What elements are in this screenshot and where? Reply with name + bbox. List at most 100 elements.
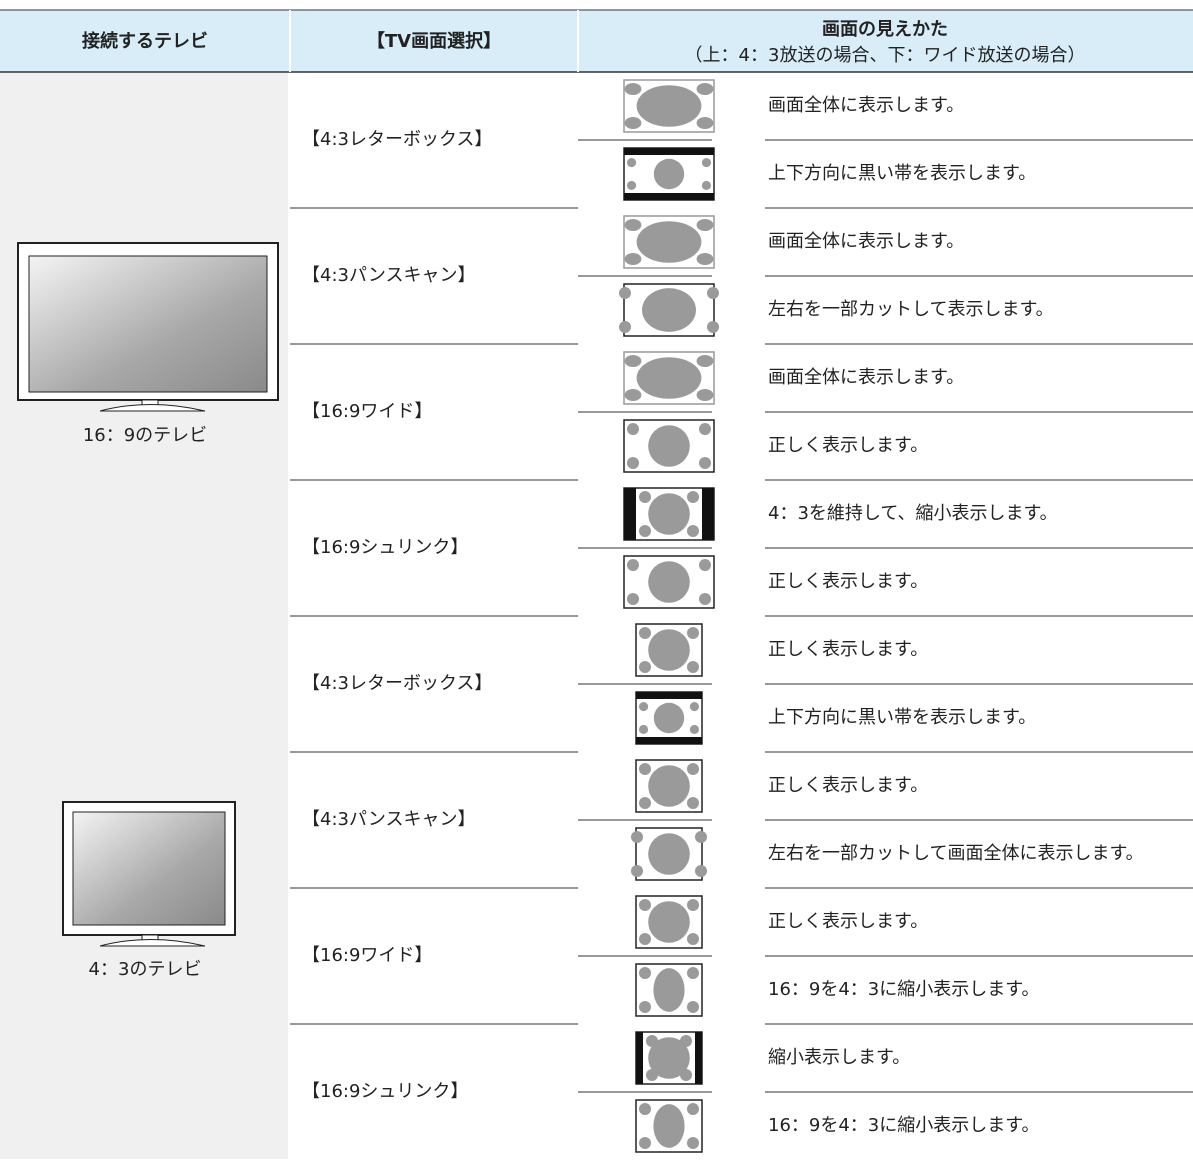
screen-icon <box>635 963 703 1017</box>
icon-shape <box>636 357 702 399</box>
screen-icon <box>635 691 703 745</box>
icon-shape <box>653 1104 685 1148</box>
icon-dot <box>687 797 699 809</box>
icon-dot <box>639 797 651 809</box>
icon-dot <box>639 899 651 911</box>
icon-dot <box>695 831 707 843</box>
description: 正しく表示します。 <box>768 911 928 932</box>
icon-dot <box>624 253 642 265</box>
icon-dot <box>639 702 649 712</box>
icon-shape <box>648 901 690 943</box>
description: 画面全体に表示します。 <box>768 95 964 116</box>
screen-icon <box>623 147 715 201</box>
mode-label: 【16:9ワイド】 <box>302 945 432 966</box>
icon-dot <box>624 355 642 367</box>
icon-dot <box>639 763 651 775</box>
icon-shape <box>648 833 690 875</box>
screen-icon <box>623 555 715 609</box>
icon-dot <box>695 865 707 877</box>
mode-label: 【16:9ワイド】 <box>302 401 432 422</box>
header-bg <box>0 10 1193 72</box>
icon-dot <box>687 933 699 945</box>
header-cell: 画面の見えかた <box>822 19 948 40</box>
bar <box>702 488 714 540</box>
icon-dot <box>639 627 651 639</box>
icon-dot <box>696 355 714 367</box>
tv-screen <box>72 811 226 926</box>
icon-shape <box>648 629 690 671</box>
bar <box>624 488 636 540</box>
icon-shape <box>653 158 685 190</box>
tv-label: 4：3のテレビ <box>89 959 202 980</box>
icon-dot <box>639 1001 651 1013</box>
description: 16：9を4：3に縮小表示します。 <box>768 979 1039 1000</box>
icon-shape <box>642 288 696 332</box>
icon-dot <box>619 287 631 299</box>
icon-dot <box>624 83 642 95</box>
description: 左右を一部カットして画面全体に表示します。 <box>768 843 1144 864</box>
icon-dot <box>699 593 711 605</box>
screen-icon <box>623 419 715 473</box>
tv-base <box>99 404 206 412</box>
icon-dot <box>696 219 714 231</box>
header-sub: （上：4：3放送の場合、下：ワイド放送の場合） <box>685 45 1086 66</box>
icon-dot <box>699 559 711 571</box>
icon-dot <box>639 661 651 673</box>
icon-dot <box>689 702 699 712</box>
screen-icon <box>635 895 703 949</box>
description: 縮小表示します。 <box>768 1047 910 1068</box>
icon-dot <box>699 423 711 435</box>
icon-dot <box>639 724 649 734</box>
icon-dot <box>627 158 637 168</box>
icon-dot <box>639 1103 651 1115</box>
icon-dot <box>627 180 637 190</box>
icon-dot <box>619 321 631 333</box>
screen-icon <box>623 351 715 405</box>
screen-icon <box>623 215 715 269</box>
col-bg <box>0 73 288 1159</box>
icon-dot <box>639 1137 651 1149</box>
bar <box>636 737 702 744</box>
screen-icon <box>635 1099 703 1153</box>
icon-dot <box>680 1069 692 1081</box>
icon-dot <box>687 763 699 775</box>
icon-dot <box>687 1001 699 1013</box>
description: 上下方向に黒い帯を表示します。 <box>768 707 1036 728</box>
description: 上下方向に黒い帯を表示します。 <box>768 163 1036 184</box>
screen-icon <box>635 623 703 677</box>
icon-dot <box>707 321 719 333</box>
icon-dot <box>687 627 699 639</box>
icon-dot <box>699 457 711 469</box>
icon-dot <box>627 593 639 605</box>
icon-dot <box>687 1103 699 1115</box>
icon-dot <box>696 253 714 265</box>
icon-dot <box>627 423 639 435</box>
mode-label: 【4:3レターボックス】 <box>302 673 492 694</box>
icon-shape <box>653 702 685 734</box>
icon-dot <box>680 1035 692 1047</box>
description: 画面全体に表示します。 <box>768 231 964 252</box>
description: 画面全体に表示します。 <box>768 367 964 388</box>
bar <box>636 692 702 699</box>
screen-icon <box>635 759 703 813</box>
icon-shape <box>648 561 690 603</box>
icon-shape <box>648 493 690 535</box>
header-cell: 接続するテレビ <box>82 30 208 52</box>
mode-label: 【16:9シュリンク】 <box>302 1081 468 1102</box>
description: 正しく表示します。 <box>768 639 928 660</box>
description: 正しく表示します。 <box>768 435 928 456</box>
bar <box>636 1032 643 1084</box>
description: 左右を一部カットして表示します。 <box>768 299 1054 320</box>
icon-dot <box>687 967 699 979</box>
icon-dot <box>631 865 643 877</box>
icon-dot <box>624 219 642 231</box>
bar <box>624 148 714 155</box>
icon-dot <box>627 559 639 571</box>
tv-base <box>99 939 206 947</box>
icon-dot <box>631 831 643 843</box>
description: 正しく表示します。 <box>768 571 928 592</box>
screen-icon <box>623 487 715 541</box>
icon-dot <box>696 389 714 401</box>
